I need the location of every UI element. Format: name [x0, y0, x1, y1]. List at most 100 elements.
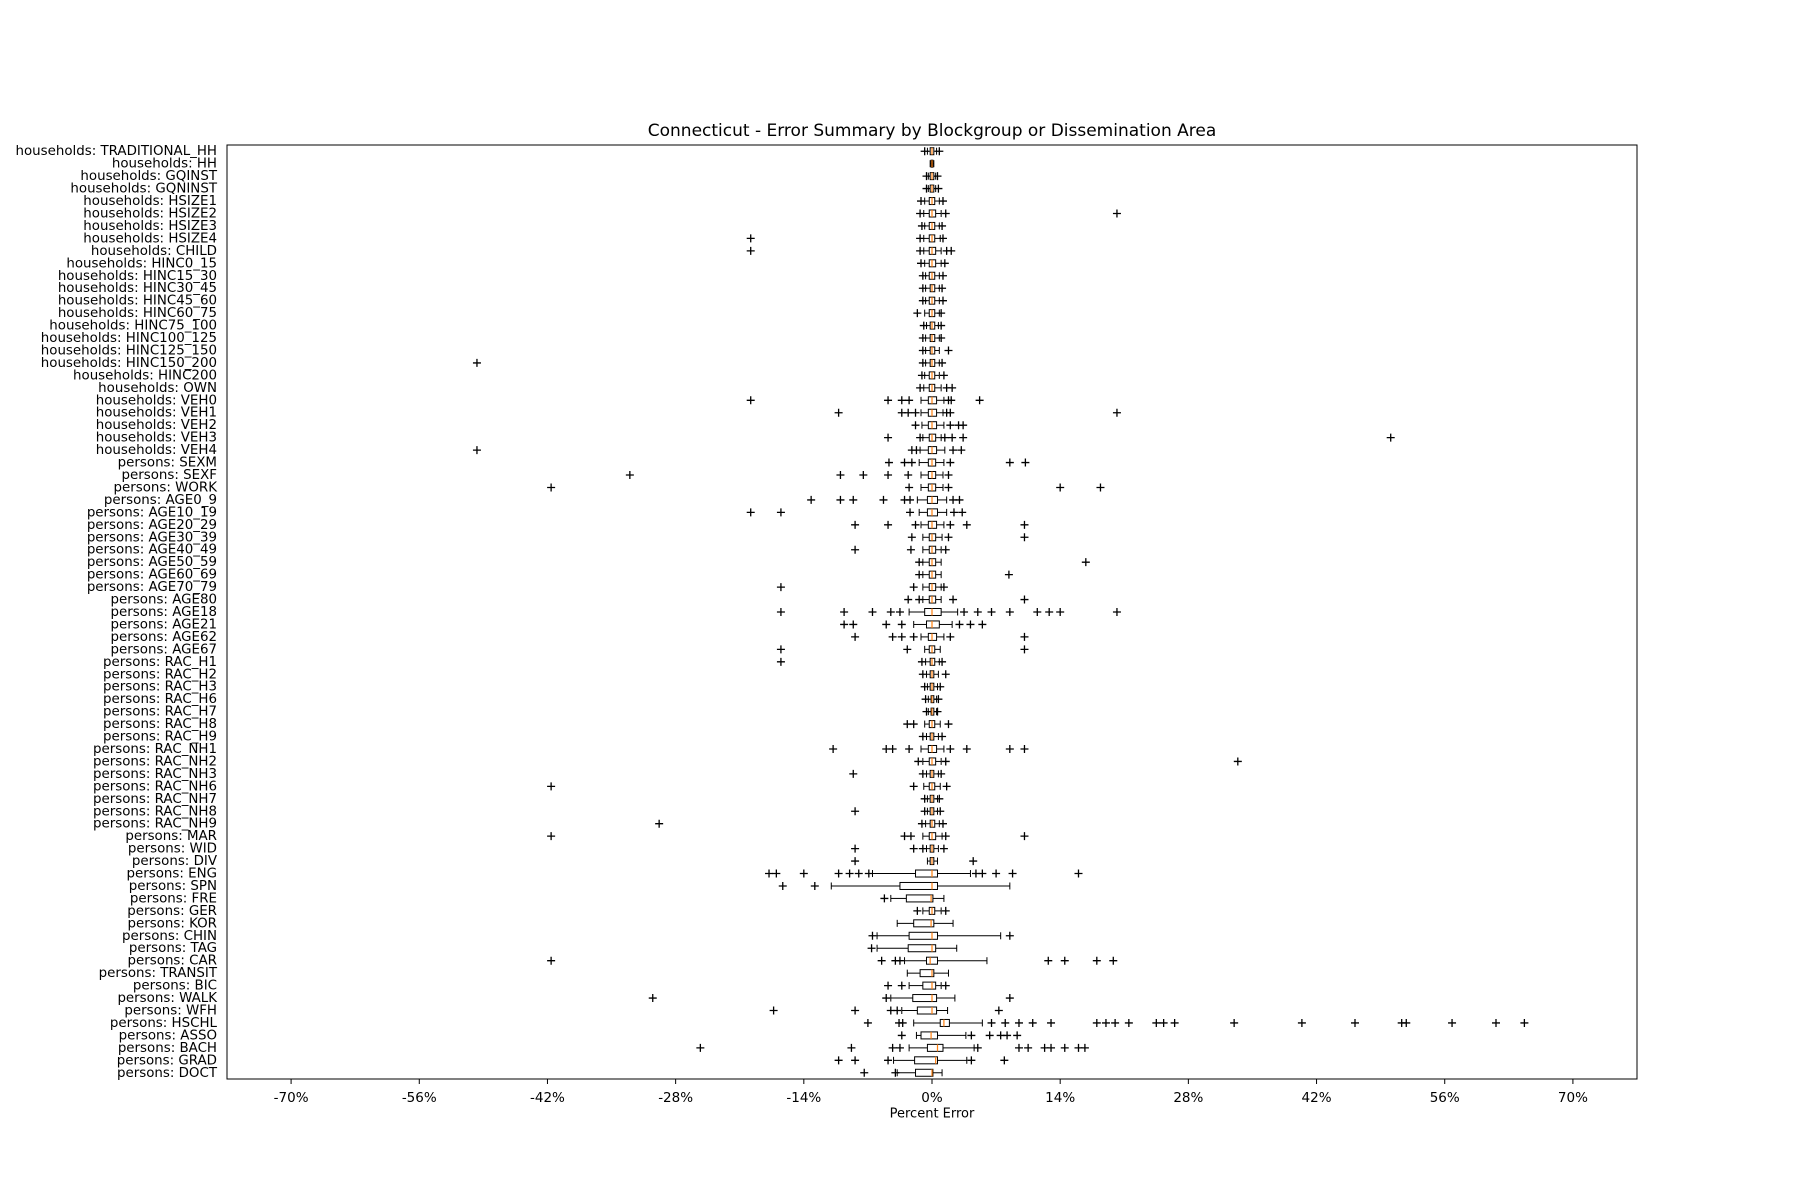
flier — [920, 147, 929, 156]
flier — [746, 246, 755, 255]
y-tick-label: persons: AGE70_79 — [87, 580, 217, 595]
flier — [987, 608, 996, 616]
flier — [1124, 1018, 1133, 1027]
flier — [1386, 433, 1395, 442]
flier — [547, 832, 556, 841]
flier — [810, 881, 819, 890]
flier — [834, 408, 843, 417]
y-tick-label: households: HINC45_60 — [58, 294, 217, 309]
flier — [917, 197, 926, 206]
flier — [938, 271, 947, 280]
flier — [962, 520, 971, 529]
flier — [936, 682, 945, 691]
flier — [973, 1043, 982, 1052]
flier — [888, 632, 897, 641]
flier — [911, 421, 920, 430]
x-tick-label: 56% — [1430, 1090, 1460, 1106]
flier — [1047, 1018, 1056, 1027]
flier — [1000, 1056, 1009, 1065]
flier — [906, 545, 915, 554]
y-tick-label: persons: RAC_NH3 — [93, 767, 217, 782]
y-tick-label: persons: ENG — [127, 867, 218, 882]
flier — [1005, 458, 1014, 467]
flier — [1005, 994, 1014, 1003]
flier — [949, 595, 958, 604]
flier — [917, 371, 926, 380]
box — [926, 620, 940, 629]
flier — [897, 396, 906, 405]
flier — [1520, 1018, 1529, 1027]
x-tick-label: 70% — [1558, 1090, 1588, 1106]
flier — [897, 620, 906, 629]
flier — [1152, 1018, 1161, 1027]
flier — [1020, 645, 1029, 654]
flier — [941, 832, 950, 841]
flier — [978, 869, 987, 878]
y-tick-label: persons: RAC_H2 — [103, 667, 217, 682]
y-tick-label: households: CHILD — [91, 244, 217, 259]
y-tick-label: persons: DOCT — [117, 1066, 218, 1081]
flier — [918, 769, 927, 778]
flier — [1028, 1018, 1037, 1027]
flier — [905, 483, 914, 492]
y-tick-label: households: HINC60_75 — [58, 306, 217, 321]
flier — [920, 794, 929, 803]
y-tick-label: persons: SPN — [129, 879, 217, 894]
flier — [898, 1018, 907, 1027]
flier — [1080, 1043, 1089, 1052]
box — [939, 1018, 950, 1027]
flier — [918, 346, 927, 355]
flier — [918, 296, 927, 305]
flier — [845, 869, 854, 878]
flier — [938, 732, 947, 741]
flier — [915, 595, 924, 604]
flier — [1056, 608, 1065, 616]
flier — [807, 495, 816, 504]
flier — [1005, 608, 1014, 616]
flier — [906, 495, 915, 504]
flier — [916, 433, 925, 442]
y-tick-label: persons: WORK — [113, 480, 218, 495]
flier — [840, 620, 849, 629]
flier — [851, 520, 860, 529]
flier — [934, 184, 943, 193]
y-tick-label: households: HINC150_200 — [41, 356, 217, 371]
y-tick-label: persons: AGE21 — [111, 617, 217, 632]
flier — [1001, 1018, 1010, 1027]
x-tick-label: -42% — [530, 1090, 565, 1106]
flier — [776, 645, 785, 654]
flier — [994, 1006, 1003, 1015]
flier — [1013, 1031, 1022, 1040]
flier — [1005, 744, 1014, 753]
flier — [948, 433, 957, 442]
flier — [1047, 1043, 1056, 1052]
x-axis-label: Percent Error — [890, 1107, 975, 1122]
y-tick-label: households: HSIZE2 — [83, 206, 217, 221]
flier — [946, 408, 955, 417]
flier — [962, 744, 971, 753]
flier — [909, 632, 918, 641]
flier — [903, 645, 912, 654]
flier — [940, 433, 949, 442]
y-tick-label: households: HINC0_15 — [66, 256, 217, 271]
flier — [895, 608, 904, 616]
y-tick-label: persons: TRANSIT — [99, 966, 218, 981]
flier — [949, 508, 958, 517]
flier — [917, 657, 926, 666]
flier — [916, 383, 925, 392]
y-tick-label: persons: BACH — [118, 1041, 217, 1056]
flier — [696, 1043, 705, 1052]
flier — [1045, 608, 1054, 616]
y-tick-label: persons: GRAD — [117, 1053, 217, 1068]
y-tick-label: households: VEH3 — [96, 431, 217, 446]
flier — [917, 819, 926, 828]
flier — [946, 744, 955, 753]
flier — [916, 234, 925, 243]
flier — [868, 931, 877, 940]
flier — [918, 358, 927, 367]
y-tick-label: persons: AGE80 — [111, 593, 217, 608]
flier — [860, 1068, 869, 1077]
y-tick-label: households: VEH4 — [96, 443, 217, 458]
flier — [941, 545, 950, 554]
box — [919, 969, 935, 978]
